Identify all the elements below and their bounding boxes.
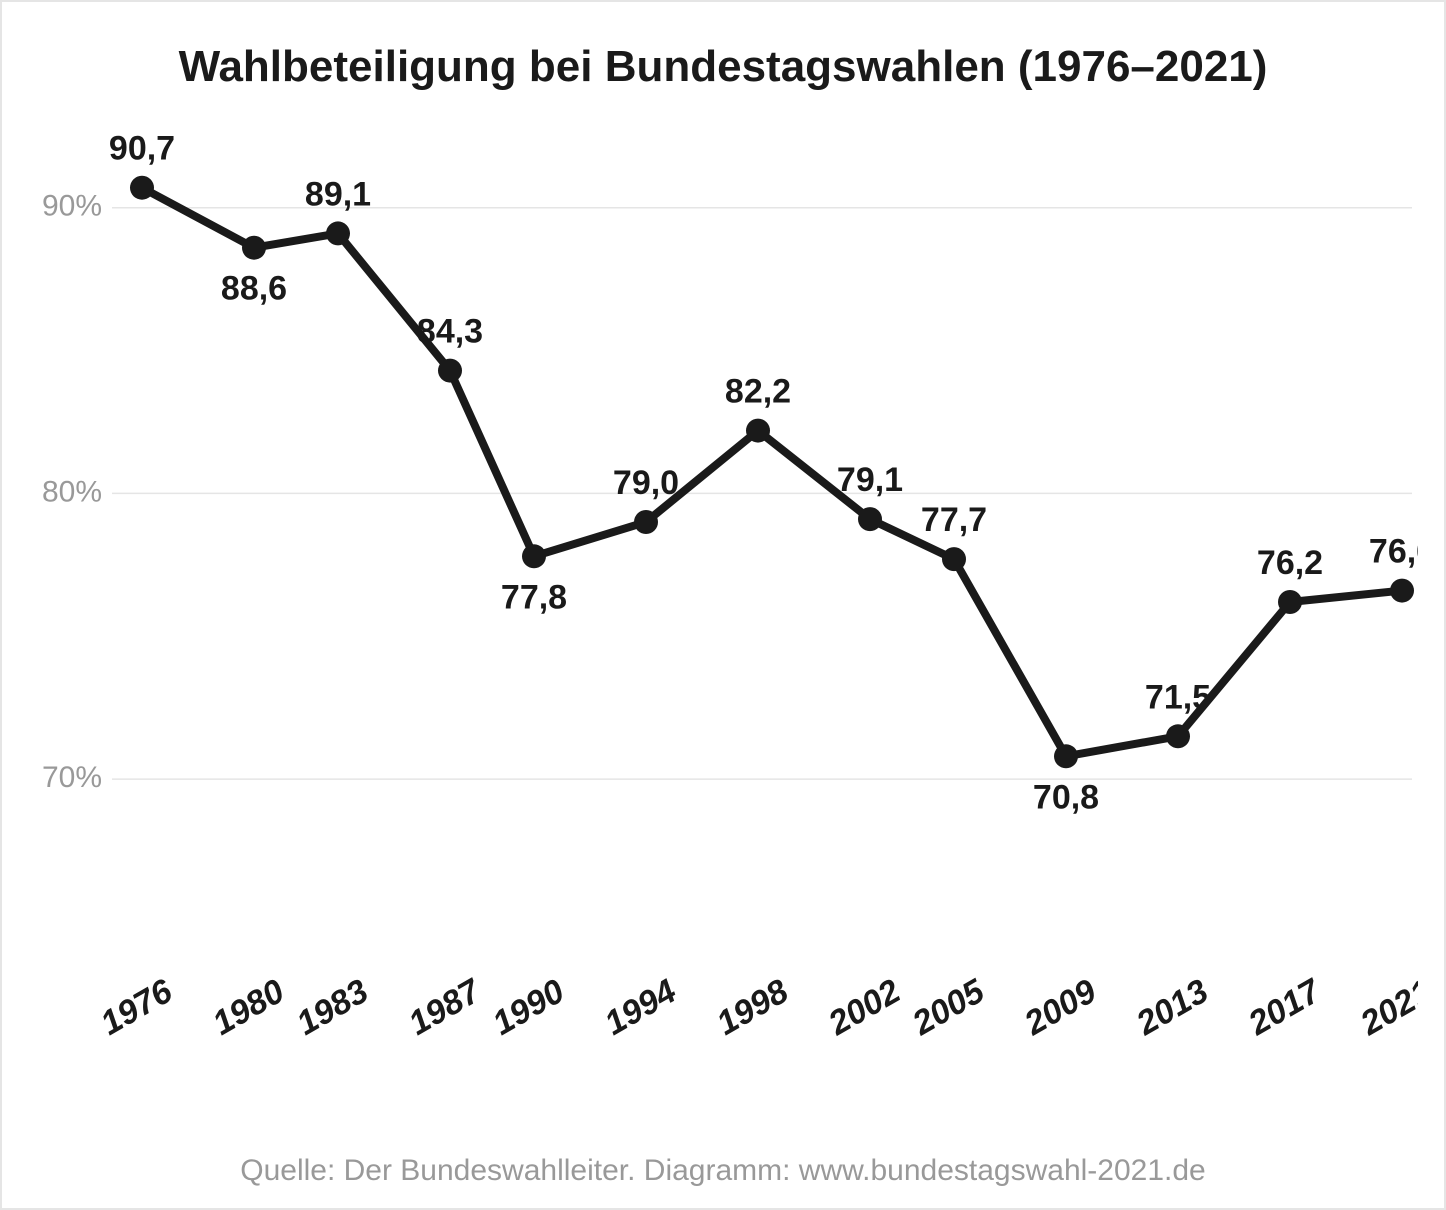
data-label: 88,6 bbox=[221, 270, 287, 308]
data-marker bbox=[1278, 590, 1302, 614]
data-marker bbox=[326, 221, 350, 245]
data-label: 79,0 bbox=[613, 464, 679, 502]
ytick-label: 90% bbox=[42, 190, 102, 223]
data-label: 90,7 bbox=[109, 130, 175, 168]
xtick-label: 1990 bbox=[486, 972, 571, 1043]
chart-frame: Wahlbeteiligung bei Bundestagswahlen (19… bbox=[0, 0, 1446, 1210]
plot-area: 70% 80% 90%90,7 88,6 89,1 84,3 77,8 79,0 82,2 79,… bbox=[32, 102, 1414, 1150]
data-marker bbox=[858, 507, 882, 531]
data-label: 77,7 bbox=[921, 501, 987, 539]
xtick-label: 2009 bbox=[1017, 972, 1102, 1043]
xtick-label: 1998 bbox=[710, 972, 795, 1043]
data-label: 82,2 bbox=[725, 373, 791, 411]
xtick-label: 2021 bbox=[1353, 972, 1418, 1043]
data-label: 84,3 bbox=[417, 313, 483, 351]
data-marker bbox=[746, 419, 770, 443]
data-label: 89,1 bbox=[305, 175, 371, 213]
chart-title: Wahlbeteiligung bei Bundestagswahlen (19… bbox=[32, 42, 1414, 92]
source-text: Quelle: Der Bundeswahlleiter. Diagramm: … bbox=[32, 1154, 1414, 1188]
data-marker bbox=[1054, 744, 1078, 768]
ytick-label: 70% bbox=[42, 761, 102, 794]
xtick-label: 1980 bbox=[206, 972, 291, 1043]
data-line bbox=[142, 188, 1402, 757]
xtick-label: 2005 bbox=[905, 972, 991, 1044]
xtick-label: 1987 bbox=[402, 971, 488, 1043]
data-marker bbox=[130, 176, 154, 200]
data-marker bbox=[1390, 579, 1414, 603]
data-marker bbox=[634, 510, 658, 534]
data-label: 71,5 bbox=[1145, 678, 1211, 716]
data-marker bbox=[942, 547, 966, 571]
data-label: 79,1 bbox=[837, 461, 903, 499]
data-marker bbox=[522, 544, 546, 568]
data-marker bbox=[1166, 724, 1190, 748]
xtick-label: 2002 bbox=[821, 972, 906, 1043]
data-label: 76,6 bbox=[1369, 533, 1418, 571]
xtick-label: 2013 bbox=[1129, 972, 1214, 1043]
data-label: 70,8 bbox=[1033, 778, 1099, 816]
data-label: 76,2 bbox=[1257, 544, 1323, 582]
xtick-label: 1983 bbox=[290, 972, 375, 1043]
data-label: 77,8 bbox=[501, 578, 567, 616]
xtick-label: 1976 bbox=[94, 972, 179, 1043]
line-chart-svg: 70% 80% 90%90,7 88,6 89,1 84,3 77,8 79,0 82,2 79,… bbox=[32, 102, 1418, 1072]
data-marker bbox=[438, 359, 462, 383]
xtick-label: 2017 bbox=[1241, 971, 1328, 1043]
data-marker bbox=[242, 236, 266, 260]
ytick-label: 80% bbox=[42, 475, 102, 508]
xtick-label: 1994 bbox=[598, 972, 683, 1043]
